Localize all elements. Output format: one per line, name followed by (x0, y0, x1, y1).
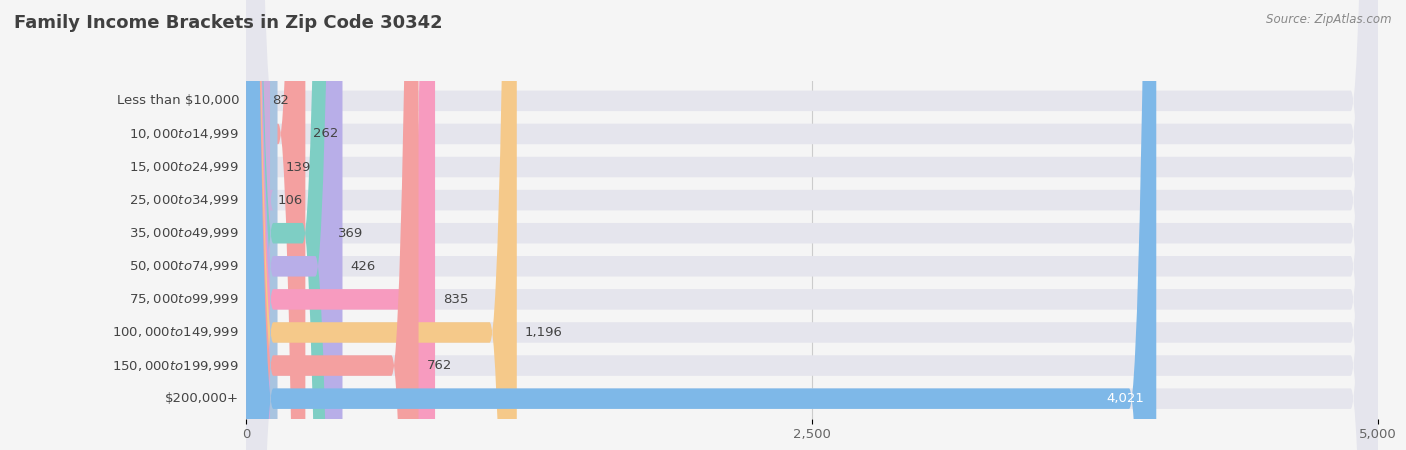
Text: $25,000 to $34,999: $25,000 to $34,999 (129, 193, 239, 207)
Text: $10,000 to $14,999: $10,000 to $14,999 (129, 127, 239, 141)
FancyBboxPatch shape (246, 0, 1378, 450)
Text: 4,021: 4,021 (1107, 392, 1144, 405)
Text: 139: 139 (285, 161, 311, 174)
FancyBboxPatch shape (246, 0, 1378, 450)
FancyBboxPatch shape (246, 0, 1378, 450)
FancyBboxPatch shape (246, 0, 1378, 450)
Text: 82: 82 (273, 94, 290, 108)
Text: 426: 426 (350, 260, 375, 273)
Text: 762: 762 (426, 359, 451, 372)
Text: $50,000 to $74,999: $50,000 to $74,999 (129, 259, 239, 273)
FancyBboxPatch shape (246, 0, 343, 450)
FancyBboxPatch shape (243, 0, 273, 450)
FancyBboxPatch shape (246, 0, 1378, 450)
FancyBboxPatch shape (246, 0, 1378, 450)
Text: $150,000 to $199,999: $150,000 to $199,999 (112, 359, 239, 373)
FancyBboxPatch shape (246, 0, 329, 450)
Text: 369: 369 (337, 227, 363, 240)
Text: $100,000 to $149,999: $100,000 to $149,999 (112, 325, 239, 339)
Text: 106: 106 (278, 194, 304, 207)
FancyBboxPatch shape (238, 0, 273, 450)
FancyBboxPatch shape (246, 0, 419, 450)
Text: Less than $10,000: Less than $10,000 (117, 94, 239, 108)
FancyBboxPatch shape (246, 0, 1378, 450)
FancyBboxPatch shape (246, 0, 1378, 450)
Text: 1,196: 1,196 (524, 326, 562, 339)
FancyBboxPatch shape (246, 0, 277, 450)
Text: Family Income Brackets in Zip Code 30342: Family Income Brackets in Zip Code 30342 (14, 14, 443, 32)
Text: Source: ZipAtlas.com: Source: ZipAtlas.com (1267, 14, 1392, 27)
Text: $200,000+: $200,000+ (165, 392, 239, 405)
FancyBboxPatch shape (246, 0, 517, 450)
FancyBboxPatch shape (246, 0, 1378, 450)
Text: $35,000 to $49,999: $35,000 to $49,999 (129, 226, 239, 240)
FancyBboxPatch shape (246, 0, 1378, 450)
FancyBboxPatch shape (246, 0, 1156, 450)
Text: $15,000 to $24,999: $15,000 to $24,999 (129, 160, 239, 174)
Text: $75,000 to $99,999: $75,000 to $99,999 (129, 292, 239, 306)
FancyBboxPatch shape (246, 0, 434, 450)
Text: 835: 835 (443, 293, 468, 306)
FancyBboxPatch shape (246, 0, 305, 450)
Text: 262: 262 (314, 127, 339, 140)
